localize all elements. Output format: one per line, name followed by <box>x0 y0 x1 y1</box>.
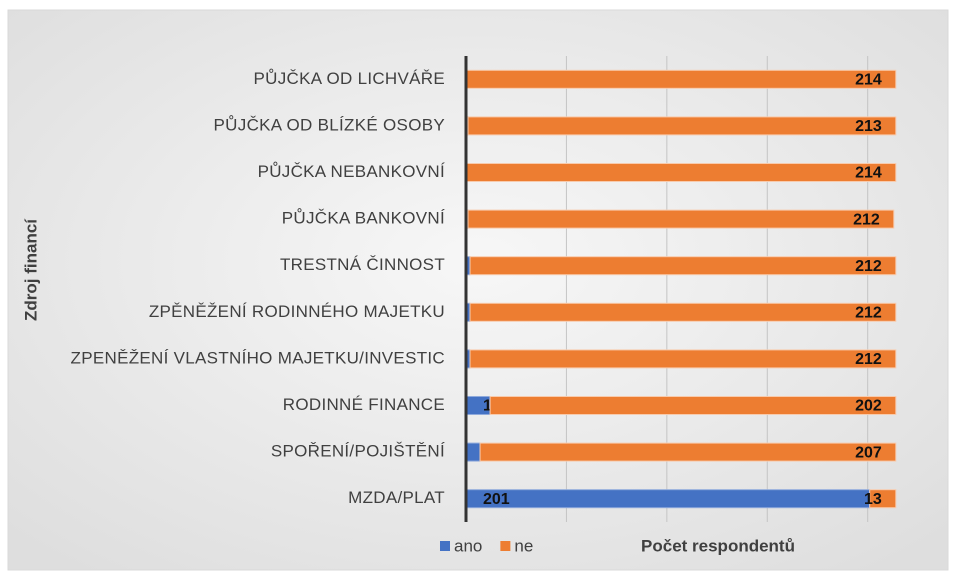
y-tick-label: SPOŘENÍ/POJIŠTĚNÍ <box>271 442 445 461</box>
y-tick-label: ZPENĚŽENÍ VLASTNÍHO MAJETKU/INVESTIC <box>71 348 445 367</box>
data-label: 214 <box>855 165 882 182</box>
legend-swatch <box>500 541 511 551</box>
y-tick-label: RODINNÉ FINANCE <box>283 395 445 414</box>
data-label: 13 <box>864 491 882 508</box>
bar-segment <box>465 69 897 89</box>
bar-segment <box>467 116 897 136</box>
data-label: 212 <box>855 258 882 275</box>
legend-label: ne <box>514 536 533 555</box>
bar-segment <box>469 349 897 369</box>
bar-segment <box>469 302 897 322</box>
bar-segment <box>467 209 895 229</box>
data-label: 202 <box>855 398 882 415</box>
legend-label: ano <box>454 536 482 555</box>
y-tick-label: TRESTNÁ ČINNOST <box>280 255 445 274</box>
chart-area <box>7 9 949 571</box>
data-label: 214 <box>855 72 882 89</box>
bar-segment <box>479 442 897 462</box>
bar-segment <box>469 256 897 276</box>
y-tick-label: ZPĚNĚŽENÍ RODINNÉHO MAJETKU <box>149 302 445 321</box>
bar-segment <box>465 489 871 509</box>
data-label: 212 <box>853 211 880 228</box>
bar-segment <box>465 163 897 182</box>
data-label: 213 <box>855 118 882 135</box>
y-tick-label: PŮJČKA OD LICHVÁŘE <box>253 69 445 88</box>
bar-segment <box>465 442 481 462</box>
y-tick-label: PŮJČKA OD BLÍZKÉ OSOBY <box>214 115 445 134</box>
bar-segment <box>489 396 897 415</box>
data-label: 212 <box>855 305 882 322</box>
bar-segment <box>869 489 897 509</box>
legend-swatch <box>440 541 450 551</box>
y-tick-label: PŮJČKA NEBANKOVNÍ <box>258 162 445 181</box>
y-tick-label: MZDA/PLAT <box>348 488 445 507</box>
x-axis-title: Počet respondentů <box>641 536 795 555</box>
data-label: 207 <box>855 444 882 461</box>
data-label: 212 <box>855 351 882 368</box>
y-axis-title: Zdroj financí <box>21 218 40 321</box>
data-label: 201 <box>483 491 510 508</box>
y-tick-label: PŮJČKA BANKOVNÍ <box>282 209 445 228</box>
